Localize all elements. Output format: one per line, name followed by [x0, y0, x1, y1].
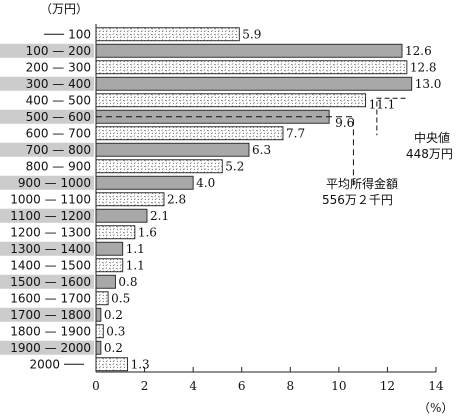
x-tick-label: 10	[331, 379, 346, 393]
value-label: 4.0	[196, 176, 215, 190]
row-highlight	[0, 142, 94, 157]
value-label: 2.8	[167, 192, 186, 206]
row-highlight	[0, 43, 94, 58]
mean-value: 556万２千円	[322, 193, 393, 207]
x-tick-label: 0	[92, 379, 100, 393]
mean-label: 平均所得金額	[326, 176, 398, 191]
row-highlight	[0, 274, 94, 289]
bar	[95, 142, 250, 157]
x-tick-label: 8	[286, 379, 294, 393]
y-unit-label: （万円）	[40, 2, 88, 16]
category-label: 100 — 200	[26, 44, 91, 58]
mean-marker-line	[96, 116, 354, 189]
category-label: 1200 — 1300	[10, 225, 91, 239]
value-label: 5.9	[242, 27, 261, 41]
category-label: 1600 — 1700	[10, 291, 91, 305]
value-label: 9.6	[335, 116, 354, 130]
value-label: 0.2	[104, 308, 123, 322]
bar	[95, 324, 104, 339]
bar	[95, 241, 124, 256]
category-label: 2000	[29, 357, 60, 371]
category-label: 800 — 900	[26, 159, 91, 173]
value-label: 1.6	[138, 225, 157, 239]
category-label: 300 — 400	[26, 77, 91, 91]
bar	[95, 126, 284, 141]
category-label: 900 — 1000	[18, 176, 91, 190]
x-tick-label: 12	[380, 379, 395, 393]
value-labels: 5.9 12.6 12.8 13.0 11.1 9.6 7.7 6.3 5.2 4.0 2.8 2.1…	[104, 27, 442, 371]
bar	[95, 159, 223, 174]
value-label: 13.0	[415, 77, 442, 91]
bar	[95, 60, 408, 75]
value-label: 1.3	[131, 357, 150, 371]
median-marker-line	[376, 97, 406, 136]
row-highlight	[0, 307, 94, 322]
row-highlight	[0, 241, 94, 256]
value-label: 6.3	[252, 143, 271, 157]
bar	[95, 208, 148, 223]
bar	[95, 357, 129, 372]
category-label: 1700 — 1800	[10, 308, 91, 322]
value-label: 5.2	[225, 159, 244, 173]
value-label: 0.3	[106, 324, 125, 338]
value-label: 2.1	[150, 209, 169, 223]
bar	[95, 93, 367, 108]
bar	[95, 274, 116, 289]
x-tick-label: 14	[428, 379, 444, 393]
x-axis: 0 2 4 6 8 10 12 14	[92, 24, 444, 393]
bar	[95, 340, 102, 355]
category-label: 500 — 600	[26, 110, 91, 124]
value-label: 12.6	[405, 44, 432, 58]
category-label: 1300 — 1400	[10, 242, 91, 256]
value-label: 12.8	[410, 60, 437, 74]
row-highlight	[0, 340, 94, 355]
row-highlights	[0, 43, 94, 355]
bar	[95, 192, 165, 207]
category-label: 1900 — 2000	[10, 341, 91, 355]
x-tick-label: 4	[189, 379, 197, 393]
value-label: 1.1	[126, 242, 145, 256]
category-labels: 100 100 — 200 200 — 300 300 — 400 400 — 500 5…	[10, 27, 91, 371]
row-highlight	[0, 208, 94, 223]
bar	[95, 43, 403, 58]
row-highlight	[0, 175, 94, 190]
bar	[95, 76, 413, 91]
category-label: 1800 — 1900	[10, 324, 91, 338]
category-label: 1400 — 1500	[10, 258, 91, 272]
category-label: 700 — 800	[26, 143, 91, 157]
category-label: 100	[68, 27, 91, 41]
value-label: 1.1	[126, 258, 145, 272]
row-highlight	[0, 76, 94, 91]
bar	[95, 258, 124, 273]
category-label: 200 — 300	[26, 60, 91, 74]
value-label: 7.7	[286, 126, 305, 140]
bar	[95, 27, 240, 42]
category-label: 400 — 500	[26, 93, 91, 107]
x-tick-label: 2	[141, 379, 149, 393]
category-label: 1000 — 1100	[10, 192, 91, 206]
bars	[95, 27, 413, 372]
bar	[95, 175, 194, 190]
bar	[95, 291, 109, 306]
category-label: 1100 — 1200	[10, 209, 91, 223]
x-tick-label: 6	[238, 379, 246, 393]
value-label: 0.2	[104, 341, 123, 355]
value-label: 11.1	[369, 97, 396, 111]
value-label: 0.8	[118, 275, 137, 289]
category-label: 600 — 700	[26, 126, 91, 140]
row-highlight	[0, 109, 94, 124]
value-label: 0.5	[111, 291, 130, 305]
median-value: 448万円	[406, 147, 453, 161]
bar	[95, 225, 136, 240]
category-label: 1500 — 1600	[10, 275, 91, 289]
median-label: 中央値	[414, 130, 450, 145]
x-unit-label: （%）	[418, 401, 453, 415]
bar	[95, 307, 102, 322]
